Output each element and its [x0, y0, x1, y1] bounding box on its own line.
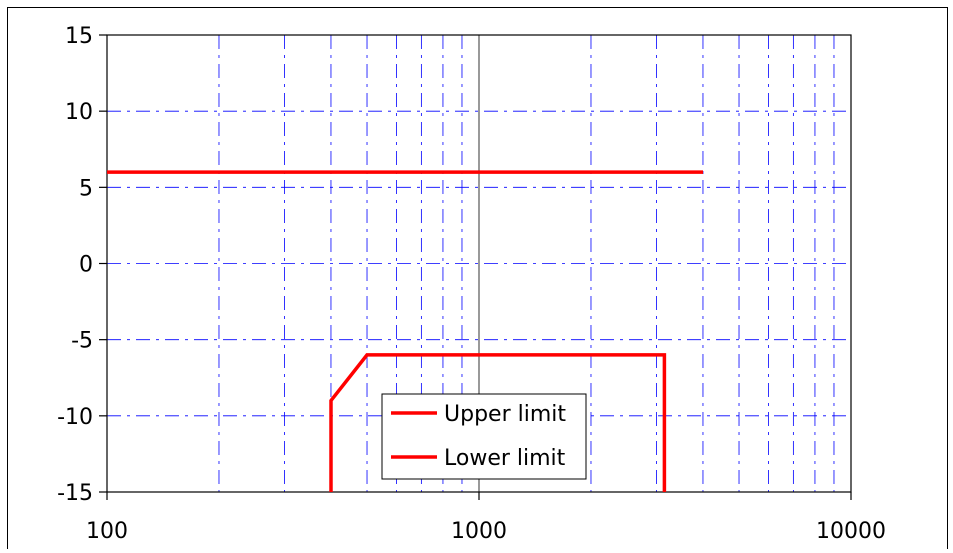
axis-ticks: 15 10 5 0 -5 -10 -15 100 1000 10000 [57, 24, 886, 544]
y-tick-label: 0 [79, 253, 93, 278]
y-tick-label: -15 [57, 481, 93, 506]
legend-label: Lower limit [444, 446, 566, 471]
legend: Upper limit Lower limit [381, 393, 587, 480]
x-tick-label: 1000 [451, 519, 507, 544]
legend-box [381, 393, 587, 480]
y-tick-label: 10 [65, 100, 93, 125]
series-line-lower-limit [329, 353, 667, 492]
y-tick-label: -5 [71, 329, 93, 354]
y-tick-label: 15 [65, 24, 93, 49]
x-tick-label: 10000 [816, 519, 886, 544]
y-tick-label: -10 [57, 405, 93, 430]
legend-label: Upper limit [444, 402, 566, 427]
y-tick-label: 5 [79, 176, 93, 201]
x-tick-label: 100 [86, 519, 128, 544]
series [107, 170, 703, 492]
